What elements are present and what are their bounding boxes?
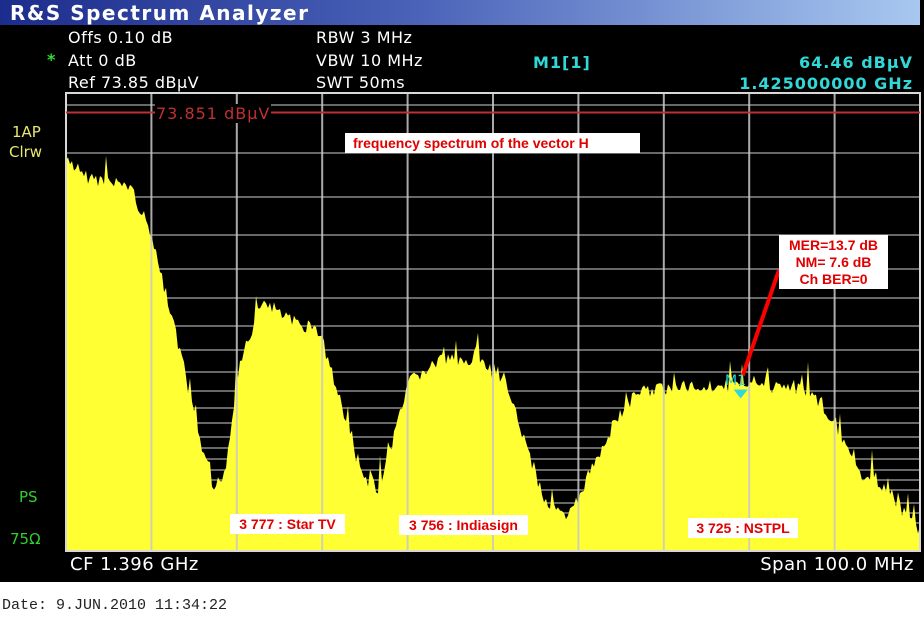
annotation-arrow [740, 269, 781, 377]
att-star-icon: * [47, 50, 56, 69]
marker-frequency: 1.425000000 GHz [739, 74, 913, 93]
swt-readout: SWT 50ms [316, 73, 406, 92]
rbw-readout: RBW 3 MHz [316, 28, 413, 47]
attenuation-readout: Att 0 dB [68, 51, 137, 70]
reference-readout: Ref 73.85 dBµV [68, 73, 200, 92]
ps-label: PS [19, 488, 38, 506]
marker-label: M1[1] [533, 53, 591, 72]
window-title: R&S Spectrum Analyzer [10, 1, 310, 25]
nm-value: NM= 7.6 dB [795, 254, 872, 270]
marker-level: 64.46 dBµV [799, 53, 913, 72]
ref-line-label: 73.851 dBµV [155, 104, 272, 123]
marker-m1-label: M1 [725, 373, 746, 389]
mer-value: MER=13.7 dB [788, 237, 879, 253]
marker-triangle-icon [733, 389, 748, 399]
ber-value: Ch BER=0 [799, 271, 868, 287]
span: Span 100.0 MHz [760, 554, 914, 575]
annotation-star-tv: 3 777 : Star TV [230, 514, 345, 534]
offset-readout: Offs 0.10 dB [68, 28, 174, 47]
title-bar: R&S Spectrum Analyzer [0, 0, 920, 25]
center-frequency: CF 1.396 GHz [70, 554, 199, 575]
annotation-title: frequency spectrum of the vector H [345, 133, 640, 153]
vbw-readout: VBW 10 MHz [316, 51, 423, 70]
analyzer-screen: R&S Spectrum Analyzer Offs 0.10 dB * Att… [0, 0, 924, 582]
spectrum-trace [66, 155, 920, 551]
trace-mode-label: Clrw [9, 143, 43, 161]
impedance-label: 75Ω [10, 530, 41, 548]
annotation-mer: MER=13.7 dB NM= 7.6 dB Ch BER=0 [779, 235, 888, 289]
detector-label: 1AP [12, 123, 41, 141]
annotation-nstpl: 3 725 : NSTPL [688, 518, 798, 538]
plot-frame [65, 92, 921, 552]
date-stamp: Date: 9.JUN.2010 11:34:22 [2, 597, 228, 614]
annotation-indiasign: 3 756 : Indiasign [399, 515, 528, 535]
spectrum-plot [65, 92, 921, 552]
